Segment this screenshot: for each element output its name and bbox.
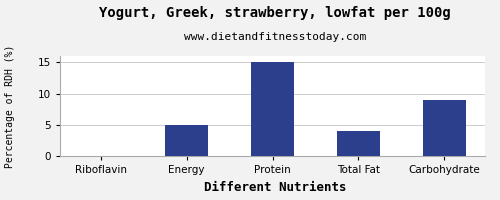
Text: Different Nutrients: Different Nutrients (204, 181, 346, 194)
Bar (423, 100, 466, 156)
Bar (337, 131, 380, 156)
Text: www.dietandfitnesstoday.com: www.dietandfitnesstoday.com (184, 32, 366, 42)
Bar (165, 125, 208, 156)
Text: Percentage of RDH (%): Percentage of RDH (%) (5, 44, 15, 168)
Bar (251, 62, 294, 156)
Text: Yogurt, Greek, strawberry, lowfat per 100g: Yogurt, Greek, strawberry, lowfat per 10… (99, 6, 451, 20)
